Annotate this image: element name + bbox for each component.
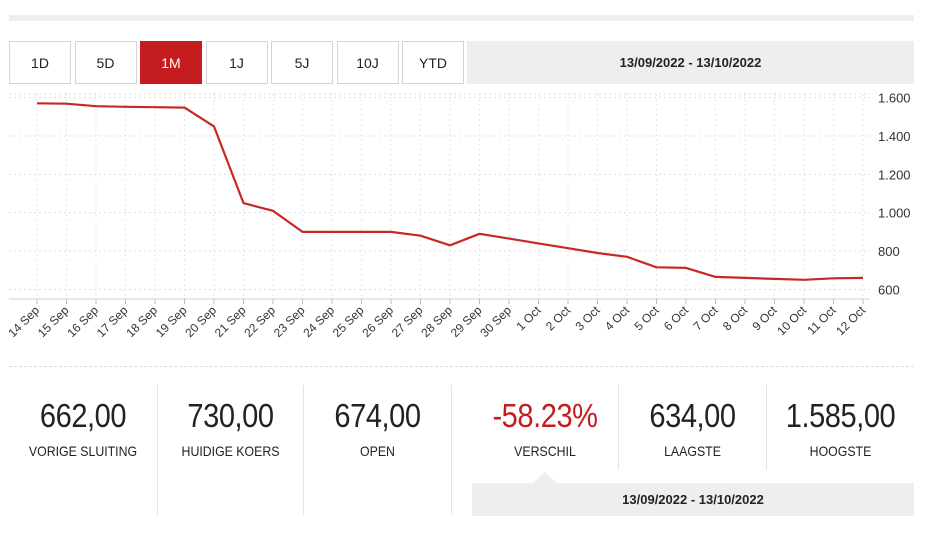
x-tick-label: 16 Sep <box>64 303 101 340</box>
stat-label: OPEN <box>360 443 395 459</box>
top-divider-bar <box>9 15 914 21</box>
x-tick-label: 12 Oct <box>833 303 868 338</box>
x-tick-label: 3 Oct <box>572 303 603 334</box>
x-tick-label: 8 Oct <box>720 303 751 334</box>
x-tick-label: 4 Oct <box>602 303 633 334</box>
tab-ytd[interactable]: YTD <box>402 41 464 84</box>
x-tick-label: 6 Oct <box>661 303 692 334</box>
x-tick-label: 10 Oct <box>774 303 809 338</box>
stat-separator <box>303 385 304 515</box>
stat-label: VORIGE SLUITING <box>28 443 138 459</box>
x-tick-label: 23 Sep <box>271 303 308 340</box>
x-tick-label: 1 Oct <box>513 303 544 334</box>
x-tick-label: 17 Sep <box>94 303 131 340</box>
stat-value: 662,00 <box>39 397 127 434</box>
stat-label: HOOGSTE <box>809 443 872 459</box>
stat-previous-close: 662,00 VORIGE SLUITING <box>9 385 157 515</box>
x-tick-label: 14 Sep <box>5 303 42 340</box>
y-tick-label: 1.200 <box>878 167 911 182</box>
stat-value: 674,00 <box>334 397 421 434</box>
x-tick-label: 22 Sep <box>241 303 278 340</box>
x-tick-label: 2 Oct <box>543 303 574 334</box>
x-tick-label: 18 Sep <box>123 303 160 340</box>
x-tick-label: 29 Sep <box>448 303 485 340</box>
tab-10j[interactable]: 10J <box>336 41 399 84</box>
stat-low: 634,00 LAAGSTE <box>619 385 766 515</box>
stat-label: LAAGSTE <box>664 443 721 459</box>
stat-label: HUIDIGE KOERS <box>181 443 280 459</box>
x-tick-label: 30 Sep <box>477 303 514 340</box>
stat-high: 1.585,00 HOOGSTE <box>767 385 914 515</box>
y-tick-label: 1.000 <box>878 206 911 221</box>
tab-1m[interactable]: 1M <box>140 41 202 84</box>
tab-1j[interactable]: 1J <box>205 41 268 84</box>
y-tick-label: 1.400 <box>878 129 911 144</box>
range-tabs: 1D 5D 1M 1J 5J 10J YTD <box>9 41 468 84</box>
stat-value: 1.585,00 <box>785 397 896 434</box>
range-caret <box>533 472 557 483</box>
y-tick-label: 600 <box>878 282 900 297</box>
tab-1d[interactable]: 1D <box>9 41 71 84</box>
stat-separator <box>451 385 452 515</box>
x-tick-label: 28 Sep <box>418 303 455 340</box>
date-range-display: 13/09/2022 - 13/10/2022 <box>467 41 914 84</box>
x-tick-label: 15 Sep <box>35 303 72 340</box>
stat-separator <box>618 385 619 470</box>
stat-label: VERSCHIL <box>514 443 576 459</box>
stats-date-range: 13/09/2022 - 13/10/2022 <box>472 483 914 516</box>
x-tick-label: 26 Sep <box>359 303 396 340</box>
x-tick-label: 21 Sep <box>212 303 249 340</box>
tab-5j[interactable]: 5J <box>271 41 333 84</box>
stat-value: 730,00 <box>187 397 274 434</box>
stats-divider <box>9 366 914 367</box>
x-tick-label: 11 Oct <box>804 303 839 338</box>
price-series-line <box>36 102 864 281</box>
stat-separator <box>766 385 767 470</box>
x-tick-label: 19 Sep <box>153 303 190 340</box>
x-tick-label: 25 Sep <box>330 303 367 340</box>
stat-change: -58.23% VERSCHIL <box>472 385 618 515</box>
stat-value: -58.23% <box>492 397 598 434</box>
tab-5d[interactable]: 5D <box>74 41 137 84</box>
stat-value: 634,00 <box>649 397 736 434</box>
x-tick-label: 24 Sep <box>300 303 337 340</box>
x-tick-label: 20 Sep <box>182 303 219 340</box>
x-tick-label: 5 Oct <box>631 303 662 334</box>
stat-current-price: 730,00 HUIDIGE KOERS <box>158 385 303 515</box>
stat-separator <box>157 385 158 515</box>
y-tick-label: 800 <box>878 244 900 259</box>
x-tick-label: 7 Oct <box>690 303 721 334</box>
stat-open: 674,00 OPEN <box>304 385 451 515</box>
y-tick-label: 1.600 <box>878 91 911 106</box>
x-tick-label: 27 Sep <box>389 303 426 340</box>
